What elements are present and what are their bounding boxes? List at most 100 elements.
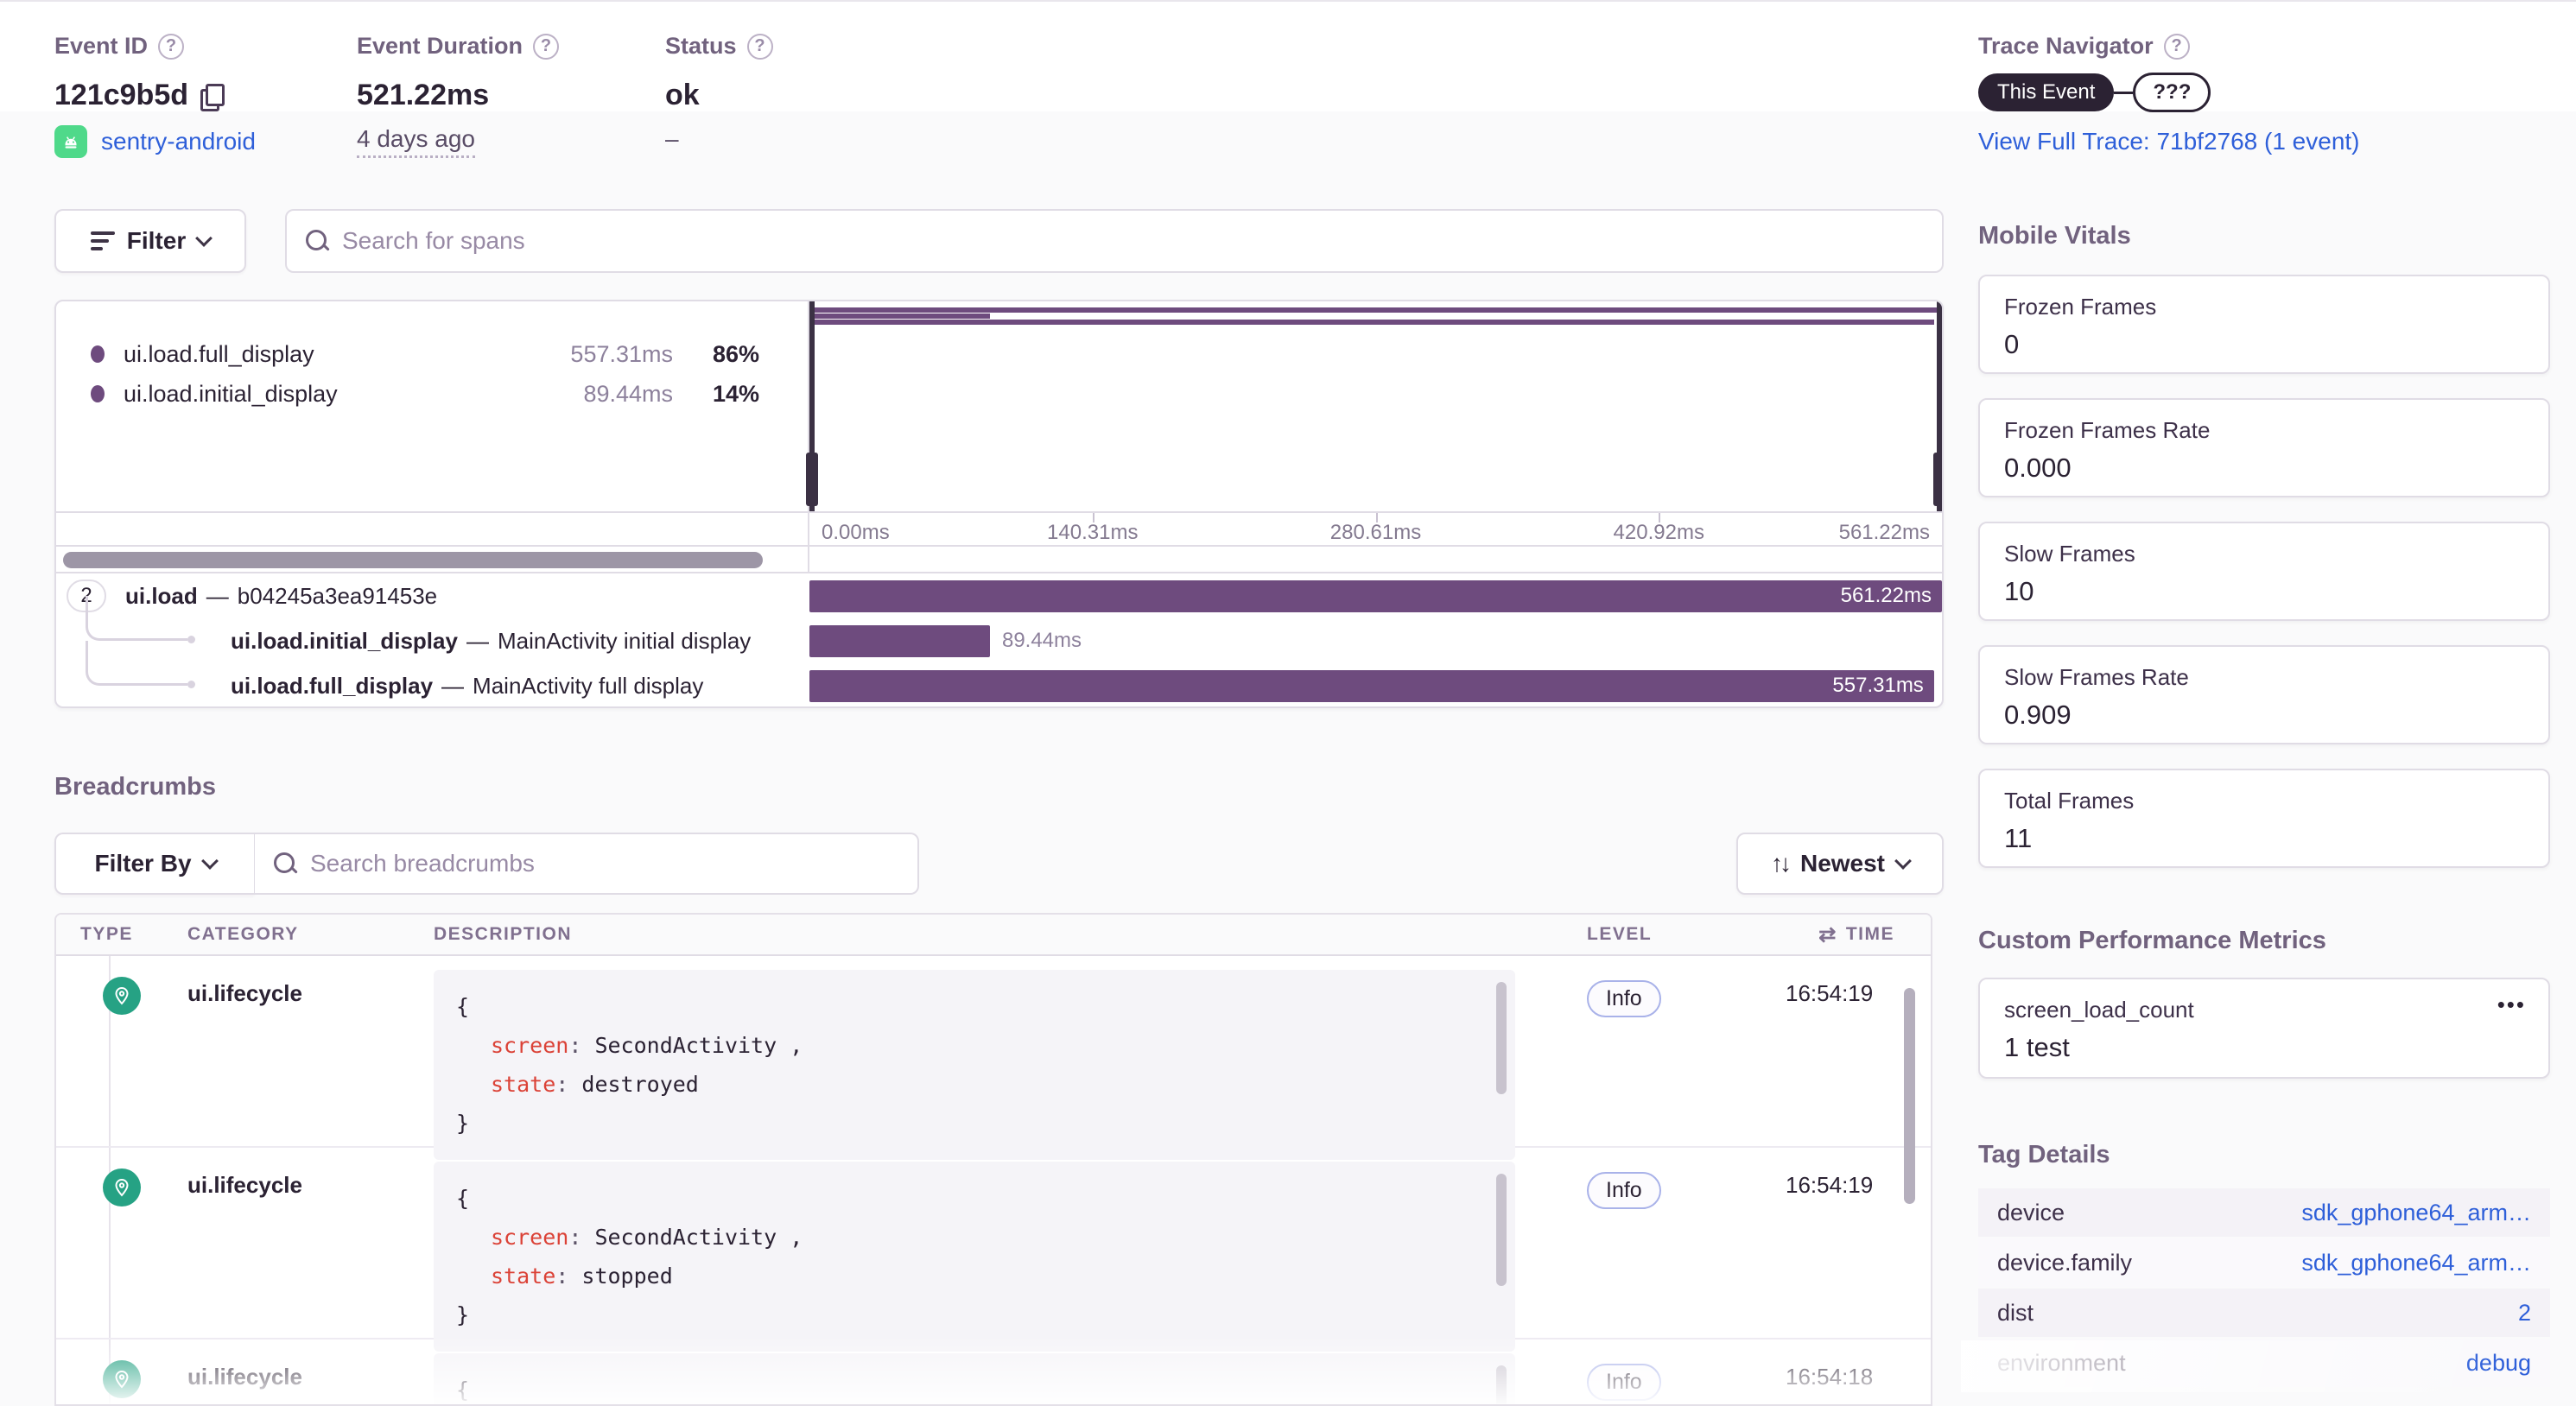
view-full-trace-link[interactable]: View Full Trace: 71bf2768 (1 event) bbox=[1978, 128, 2360, 155]
span-row-full-display[interactable]: ui.load.full_display — MainActivity full… bbox=[56, 641, 1942, 706]
span-separator: — bbox=[441, 672, 465, 699]
vital-value: 10 bbox=[2004, 576, 2034, 606]
span-duration-bar[interactable]: 561.22ms bbox=[809, 580, 1942, 612]
tag-value-link[interactable]: sdk_gphone64_arm… bbox=[2301, 1249, 2531, 1276]
help-icon[interactable]: ? bbox=[2163, 33, 2190, 60]
chevron-down-icon bbox=[195, 230, 213, 247]
tag-key: dist bbox=[1997, 1299, 2034, 1326]
code-open-brace: { bbox=[456, 1186, 470, 1211]
breadcrumb-row[interactable]: ui.lifecycle { screen: SecondActivity , … bbox=[56, 956, 1931, 1160]
axis-label: 420.92ms bbox=[1613, 521, 1704, 544]
breadcrumb-row[interactable]: ui.lifecycle { screen: SecondActivity , … bbox=[56, 1148, 1931, 1352]
breadcrumbs-sort-button[interactable]: ↑↓ Newest bbox=[1736, 833, 1944, 895]
more-options-icon[interactable]: ••• bbox=[2497, 991, 2526, 1017]
tag-row: dist 2 bbox=[1978, 1289, 2550, 1337]
vital-value: 11 bbox=[2004, 823, 2033, 853]
vital-card-slow-frames-rate: Slow Frames Rate 0.909 bbox=[1978, 645, 2550, 744]
help-icon[interactable]: ? bbox=[746, 33, 773, 60]
tag-value-link[interactable]: 2 bbox=[2517, 1299, 2531, 1326]
span-separator: — bbox=[206, 582, 229, 609]
span-bar-cell: 557.31ms bbox=[809, 663, 1942, 706]
span-bar-cell: 89.44ms bbox=[809, 618, 1942, 663]
tag-row: device sdk_gphone64_arm… bbox=[1978, 1188, 2550, 1237]
vital-card-slow-frames: Slow Frames 10 bbox=[1978, 522, 2550, 621]
breadcrumbs-search-input[interactable] bbox=[310, 850, 898, 877]
this-event-pill[interactable]: This Event bbox=[1978, 73, 2115, 111]
breadcrumb-time: 16:54:19 bbox=[1786, 1172, 1874, 1198]
filter-button[interactable]: Filter bbox=[54, 209, 246, 273]
breadcrumbs-filter-by-button[interactable]: Filter By bbox=[54, 833, 255, 895]
tag-value-link[interactable]: sdk_gphone64_arm… bbox=[2301, 1199, 2531, 1226]
scrollbar-row-spacer bbox=[809, 547, 1942, 572]
sort-arrows-icon: ↑↓ bbox=[1770, 850, 1792, 877]
minimap-left-handle[interactable] bbox=[806, 301, 818, 511]
chevron-down-icon bbox=[200, 852, 219, 870]
tag-value-link[interactable]: debug bbox=[2465, 1349, 2531, 1376]
breadcrumb-code-block: { screen: SecondActivity , state: stoppe… bbox=[434, 1162, 1515, 1352]
span-label-cell: ui.load.initial_display — MainActivity i… bbox=[56, 596, 809, 663]
span-bar-cell: 561.22ms bbox=[809, 573, 1942, 618]
vital-label: Slow Frames Rate bbox=[2004, 664, 2189, 690]
event-age-row: 4 days ago bbox=[357, 125, 475, 158]
trace-minimap[interactable] bbox=[806, 301, 1942, 511]
code-scrollbar-thumb[interactable] bbox=[1496, 1365, 1507, 1404]
table-scrollbar-thumb[interactable] bbox=[1904, 988, 1915, 1204]
breadcrumb-code-block: { bbox=[434, 1353, 1515, 1404]
code-colon: : bbox=[568, 1225, 582, 1250]
breadcrumb-category: ui.lifecycle bbox=[187, 1364, 302, 1390]
breadcrumbs-table-header: TYPE CATEGORY DESCRIPTION LEVEL ⇄ TIME bbox=[56, 915, 1931, 956]
event-duration-label: Event Duration bbox=[357, 33, 523, 59]
breadcrumb-time: 16:54:19 bbox=[1786, 980, 1874, 1006]
span-search-input[interactable] bbox=[342, 227, 1923, 255]
span-description: b04245a3ea91453e bbox=[237, 582, 438, 609]
legend-item[interactable]: ui.load.full_display 557.31ms 86% bbox=[56, 334, 808, 374]
custom-metric-card: screen_load_count 1 test ••• bbox=[1978, 978, 2550, 1079]
span-description: MainActivity initial display bbox=[497, 627, 752, 654]
event-age[interactable]: 4 days ago bbox=[357, 125, 475, 158]
span-duration-bar[interactable] bbox=[809, 624, 990, 657]
code-colon: : bbox=[555, 1072, 569, 1097]
code-close-brace: } bbox=[456, 1302, 470, 1327]
copy-icon[interactable] bbox=[200, 83, 225, 111]
code-close-brace: } bbox=[456, 1111, 470, 1136]
code-value: stopped bbox=[581, 1264, 673, 1289]
project-link[interactable]: sentry-android bbox=[101, 128, 256, 155]
breadcrumb-type-cell bbox=[56, 1340, 187, 1404]
trace-unknown-pill[interactable]: ??? bbox=[2133, 73, 2211, 112]
tag-row: device.family sdk_gphone64_arm… bbox=[1978, 1238, 2550, 1287]
tag-details-title: Tag Details bbox=[1978, 1141, 2110, 1168]
code-key: screen bbox=[491, 1225, 569, 1250]
help-icon[interactable]: ? bbox=[158, 33, 185, 60]
span-duration-label: 557.31ms bbox=[1832, 674, 1924, 697]
event-sidebar: Mobile Vitals Frozen Frames 0 Frozen Fra… bbox=[1961, 222, 2550, 1392]
help-icon[interactable]: ? bbox=[533, 33, 560, 60]
breadcrumb-row[interactable]: ui.lifecycle { Info 16:54:18 bbox=[56, 1340, 1931, 1404]
event-id-value: 121c9b5d bbox=[54, 79, 188, 111]
code-scrollbar-thumb[interactable] bbox=[1496, 982, 1507, 1094]
status-value: ok bbox=[665, 79, 700, 111]
vital-label: Frozen Frames Rate bbox=[2004, 417, 2211, 443]
span-search-box bbox=[285, 209, 1944, 273]
vital-value: 0.000 bbox=[2004, 453, 2072, 483]
column-header-time[interactable]: ⇄ TIME bbox=[1786, 922, 1931, 947]
trace-navigator-title: Trace Navigator bbox=[1978, 33, 2154, 59]
span-duration-bar[interactable]: 557.31ms bbox=[809, 669, 1934, 702]
code-scrollbar-thumb[interactable] bbox=[1496, 1174, 1507, 1286]
horizontal-scrollbar-thumb[interactable] bbox=[63, 552, 763, 568]
code-key: state bbox=[491, 1072, 556, 1097]
chevron-down-icon bbox=[1894, 852, 1912, 870]
tree-connector bbox=[86, 641, 195, 688]
breadcrumb-category: ui.lifecycle bbox=[187, 1172, 302, 1198]
minimap-right-handle[interactable] bbox=[1933, 301, 1942, 511]
legend-dot-icon bbox=[91, 345, 105, 363]
legend-percent: 86% bbox=[712, 340, 759, 367]
tree-scrollbar-row bbox=[56, 545, 1942, 572]
tag-details-table: device sdk_gphone64_arm… device.family s… bbox=[1961, 1188, 2550, 1392]
time-axis-spacer bbox=[56, 513, 809, 545]
span-row-ui-load[interactable]: 2 ui.load — b04245a3ea91453e 561.22ms bbox=[56, 573, 1942, 618]
minimap-span-line bbox=[809, 307, 1942, 313]
legend-item[interactable]: ui.load.initial_display 89.44ms 14% bbox=[56, 374, 808, 414]
span-row-initial-display[interactable]: ui.load.initial_display — MainActivity i… bbox=[56, 596, 1942, 663]
vital-card-frozen-frames-rate: Frozen Frames Rate 0.000 bbox=[1978, 398, 2550, 497]
tag-key: device bbox=[1997, 1199, 2065, 1226]
